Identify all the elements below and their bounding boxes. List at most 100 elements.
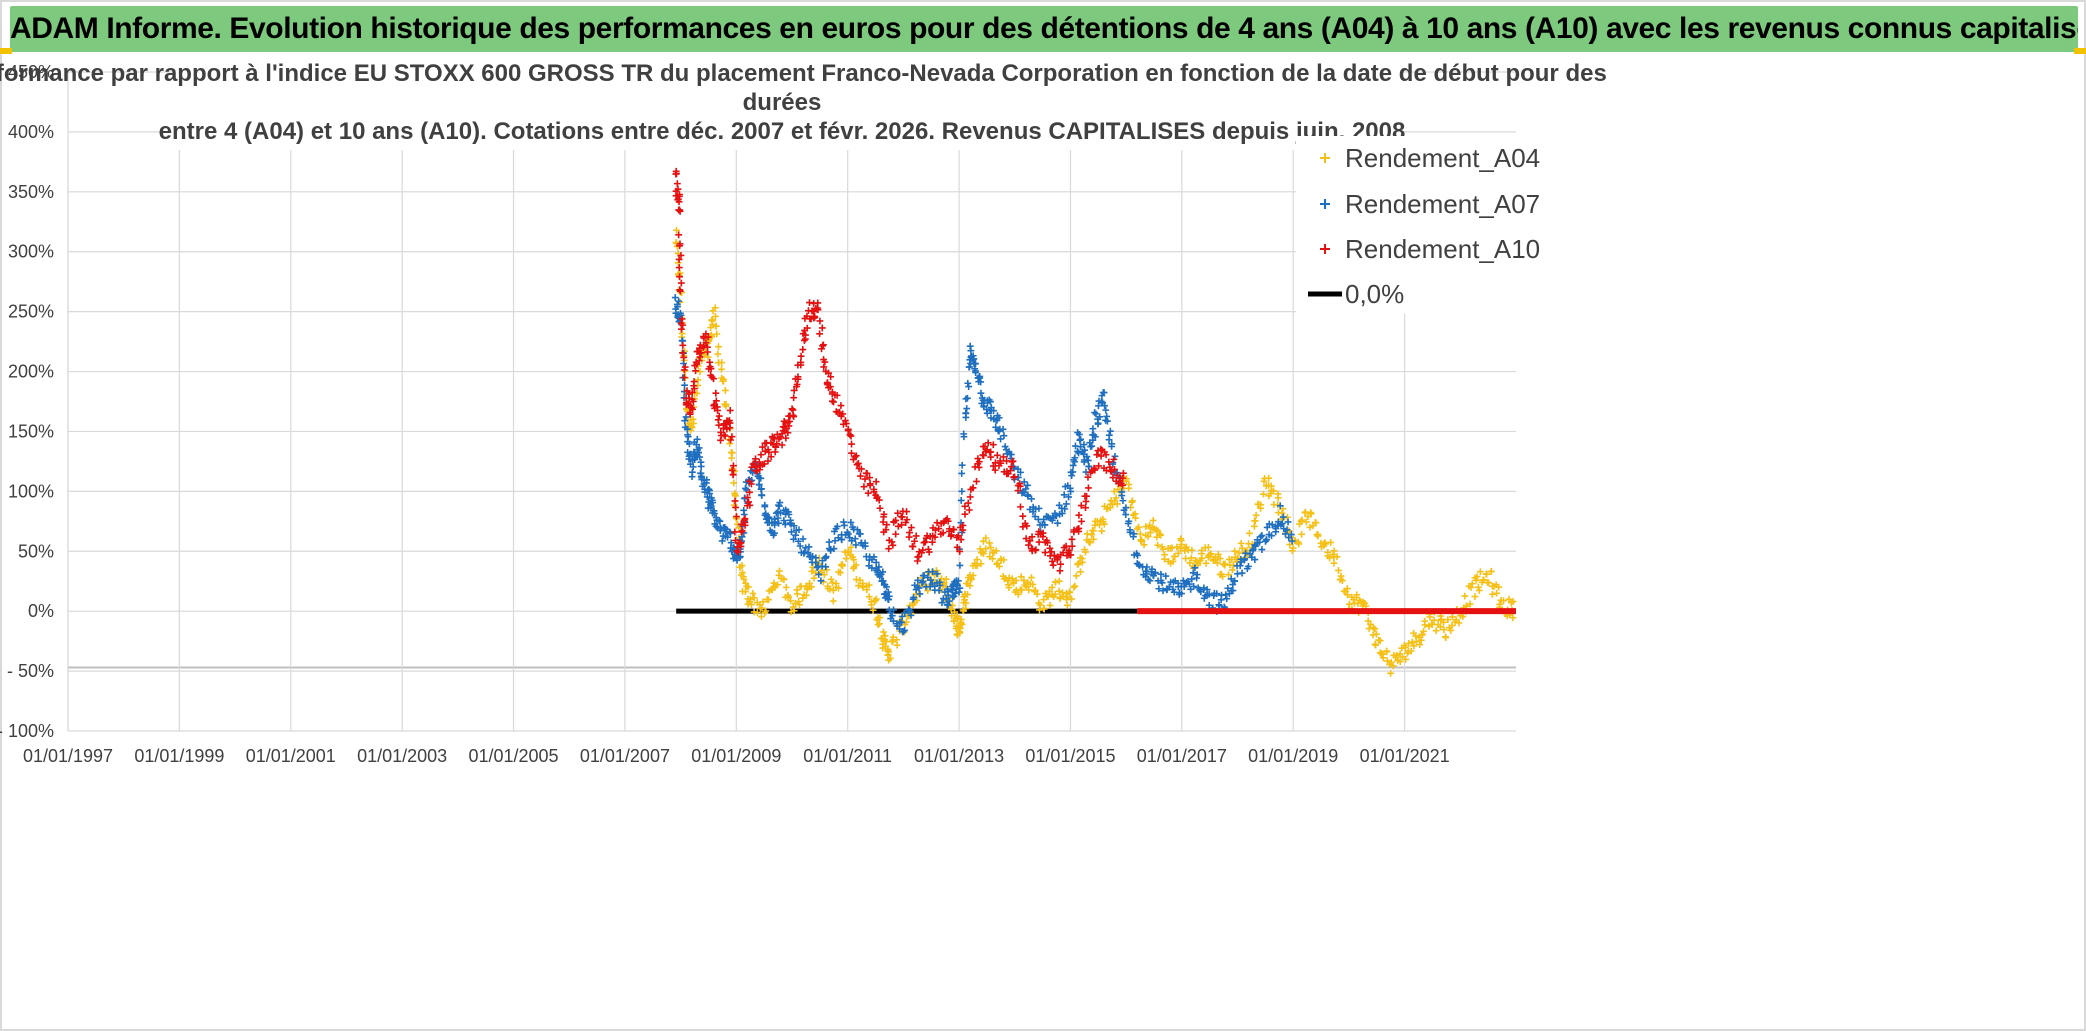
data-point <box>1467 584 1475 591</box>
data-point <box>929 568 936 576</box>
data-point <box>1287 531 1295 538</box>
data-point <box>852 541 860 549</box>
data-point <box>675 256 683 263</box>
data-point <box>1075 449 1082 457</box>
data-point <box>1298 516 1306 524</box>
data-point <box>1421 621 1429 629</box>
data-point <box>909 595 917 603</box>
data-point <box>851 535 859 543</box>
data-point <box>1263 523 1271 531</box>
data-point <box>1089 425 1097 433</box>
data-point <box>872 559 880 566</box>
data-point <box>1057 560 1064 568</box>
data-point <box>1333 553 1341 561</box>
data-point <box>1298 530 1306 538</box>
data-point <box>1447 627 1455 634</box>
data-point <box>1001 443 1009 450</box>
data-point <box>957 497 965 504</box>
x-tick-label: 01/01/2005 <box>468 746 558 766</box>
data-point <box>1023 522 1031 530</box>
data-point <box>844 549 851 557</box>
data-point <box>1102 406 1110 414</box>
data-point <box>1071 582 1079 590</box>
data-point <box>820 341 827 349</box>
data-point <box>882 526 890 534</box>
data-point <box>697 463 705 470</box>
data-point <box>1050 593 1058 601</box>
data-point <box>1314 532 1322 540</box>
data-point <box>1082 504 1089 512</box>
data-point <box>872 478 880 486</box>
data-point <box>744 494 751 501</box>
data-point <box>793 590 801 598</box>
data-point <box>761 503 769 510</box>
data-point <box>944 601 952 609</box>
data-point <box>716 517 724 525</box>
data-point <box>1022 485 1030 493</box>
data-point <box>679 341 687 349</box>
data-point <box>1337 572 1345 580</box>
data-point <box>671 294 679 301</box>
data-point <box>1063 601 1071 609</box>
data-point <box>1185 580 1193 588</box>
data-point <box>995 563 1003 570</box>
data-point <box>1455 619 1463 627</box>
data-point <box>1090 527 1097 535</box>
data-point <box>914 576 922 584</box>
data-point <box>863 470 871 477</box>
y-tick-label: 150% <box>8 421 54 441</box>
data-point <box>953 612 961 620</box>
data-point <box>838 536 846 544</box>
data-point <box>1162 572 1170 580</box>
data-point <box>980 452 988 459</box>
chart-title-line: Performance par rapport à l'indice EU ST… <box>0 60 1607 87</box>
data-point <box>975 458 983 466</box>
data-point <box>1279 513 1287 521</box>
data-point <box>957 536 965 544</box>
data-point <box>1095 462 1103 470</box>
data-point <box>1444 616 1452 624</box>
data-point <box>730 462 737 470</box>
data-point <box>1129 533 1137 541</box>
data-point <box>689 398 697 405</box>
data-point <box>861 542 869 550</box>
data-point <box>787 608 795 616</box>
data-point <box>933 519 941 527</box>
data-point <box>1077 443 1084 451</box>
data-point <box>1158 543 1166 551</box>
data-point <box>844 425 852 433</box>
data-point <box>1025 586 1033 594</box>
data-point <box>870 488 878 496</box>
data-point <box>780 517 788 524</box>
data-point <box>675 297 683 305</box>
data-point <box>1124 520 1132 527</box>
data-point <box>987 448 995 456</box>
data-point <box>832 580 840 587</box>
legend-label: 0,0% <box>1345 279 1404 309</box>
data-point <box>1119 474 1127 482</box>
data-point <box>827 373 835 381</box>
data-point <box>1143 563 1151 571</box>
data-point <box>1086 539 1094 547</box>
data-point <box>1100 389 1108 396</box>
data-point <box>1135 523 1142 531</box>
data-point <box>1205 601 1213 609</box>
data-point <box>715 517 723 524</box>
data-point <box>799 594 807 602</box>
data-point <box>966 493 974 501</box>
x-tick-label: 01/01/2011 <box>803 746 892 766</box>
data-point <box>718 365 725 373</box>
data-point <box>1075 511 1083 519</box>
data-point <box>1256 538 1263 546</box>
data-point <box>956 584 964 592</box>
data-point <box>1174 549 1182 557</box>
data-point <box>802 331 809 339</box>
data-point <box>1402 655 1410 663</box>
data-point <box>1054 519 1061 527</box>
data-point <box>853 461 861 469</box>
data-point <box>852 452 860 460</box>
data-point <box>782 583 790 591</box>
data-point <box>1132 514 1139 522</box>
data-point <box>757 451 765 459</box>
data-point <box>920 572 928 580</box>
